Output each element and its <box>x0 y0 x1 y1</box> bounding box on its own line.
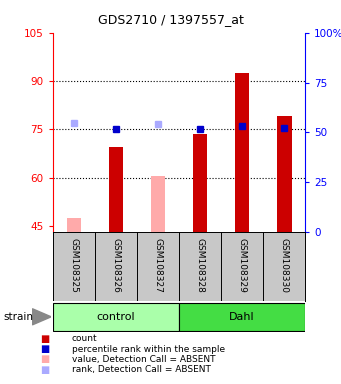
Text: GSM108330: GSM108330 <box>280 238 289 293</box>
Bar <box>193 134 207 232</box>
Text: count: count <box>72 334 97 343</box>
Text: ■: ■ <box>40 354 49 364</box>
Bar <box>277 116 292 232</box>
Bar <box>235 73 250 232</box>
Text: GSM108327: GSM108327 <box>153 238 163 293</box>
Text: percentile rank within the sample: percentile rank within the sample <box>72 344 225 354</box>
Bar <box>53 303 179 331</box>
Text: value, Detection Call = ABSENT: value, Detection Call = ABSENT <box>72 355 215 364</box>
Bar <box>151 176 165 232</box>
Text: GDS2710 / 1397557_at: GDS2710 / 1397557_at <box>98 13 243 26</box>
Bar <box>179 303 305 331</box>
Text: ■: ■ <box>40 344 49 354</box>
Text: GSM108329: GSM108329 <box>238 238 247 293</box>
Text: ■: ■ <box>40 365 49 375</box>
Text: GSM108328: GSM108328 <box>195 238 205 293</box>
Bar <box>108 147 123 232</box>
Text: rank, Detection Call = ABSENT: rank, Detection Call = ABSENT <box>72 365 210 374</box>
Text: GSM108325: GSM108325 <box>69 238 78 293</box>
Text: Dahl: Dahl <box>229 312 255 322</box>
Text: strain: strain <box>3 312 33 322</box>
Polygon shape <box>32 309 51 325</box>
Bar <box>66 218 81 232</box>
Text: GSM108326: GSM108326 <box>112 238 120 293</box>
Text: ■: ■ <box>40 334 49 344</box>
Text: control: control <box>97 312 135 322</box>
